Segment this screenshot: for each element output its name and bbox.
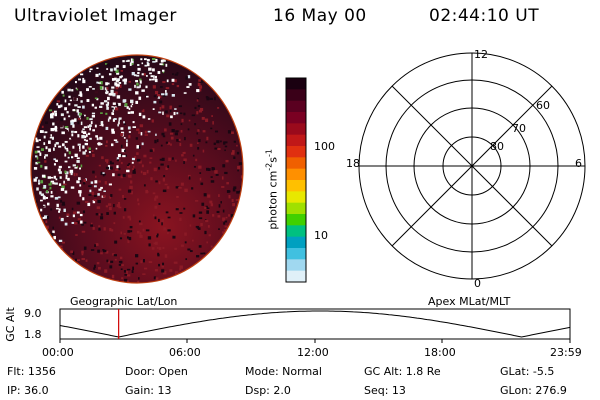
info-door: Door: Open bbox=[125, 365, 188, 378]
info-dsp: Dsp: 2.0 bbox=[245, 384, 291, 397]
timeline-ymax: 9.0 bbox=[24, 307, 42, 320]
time-label: 02:44:10 UT bbox=[429, 6, 540, 26]
colorbar-tick-10: 10 bbox=[314, 229, 328, 242]
polar-ring-70: 70 bbox=[512, 122, 526, 135]
info-gain: Gain: 13 bbox=[125, 384, 172, 397]
timeline-ymin: 1.8 bbox=[24, 328, 42, 341]
polar-ring-80: 80 bbox=[490, 140, 504, 153]
time-tick-3: 18:00 bbox=[424, 346, 456, 359]
polar-label-6: 6 bbox=[575, 157, 582, 170]
info-glon: GLon: 276.9 bbox=[500, 384, 567, 397]
time-tick-1: 06:00 bbox=[169, 346, 201, 359]
info-flt: Flt: 1356 bbox=[7, 365, 56, 378]
time-tick-4: 23:59 bbox=[550, 346, 582, 359]
colorbar-tick-100: 100 bbox=[314, 140, 335, 153]
polar-label-0: 0 bbox=[474, 277, 481, 290]
polar-ring-60: 60 bbox=[536, 99, 550, 112]
info-seq: Seq: 13 bbox=[364, 384, 406, 397]
polar-label-12: 12 bbox=[474, 48, 488, 61]
info-gc-alt: GC Alt: 1.8 Re bbox=[364, 365, 441, 378]
info-glat: GLat: -5.5 bbox=[500, 365, 555, 378]
polar-label-18: 18 bbox=[346, 157, 360, 170]
timeline-right-title: Apex MLat/MLT bbox=[428, 295, 511, 308]
info-ip: IP: 36.0 bbox=[7, 384, 49, 397]
time-tick-0: 00:00 bbox=[42, 346, 74, 359]
timeline-left-title: Geographic Lat/Lon bbox=[70, 295, 178, 308]
colorbar bbox=[285, 77, 307, 283]
date-label: 16 May 00 bbox=[273, 6, 367, 26]
time-tick-2: 12:00 bbox=[297, 346, 329, 359]
info-mode: Mode: Normal bbox=[245, 365, 322, 378]
app-title: Ultraviolet Imager bbox=[14, 6, 177, 26]
